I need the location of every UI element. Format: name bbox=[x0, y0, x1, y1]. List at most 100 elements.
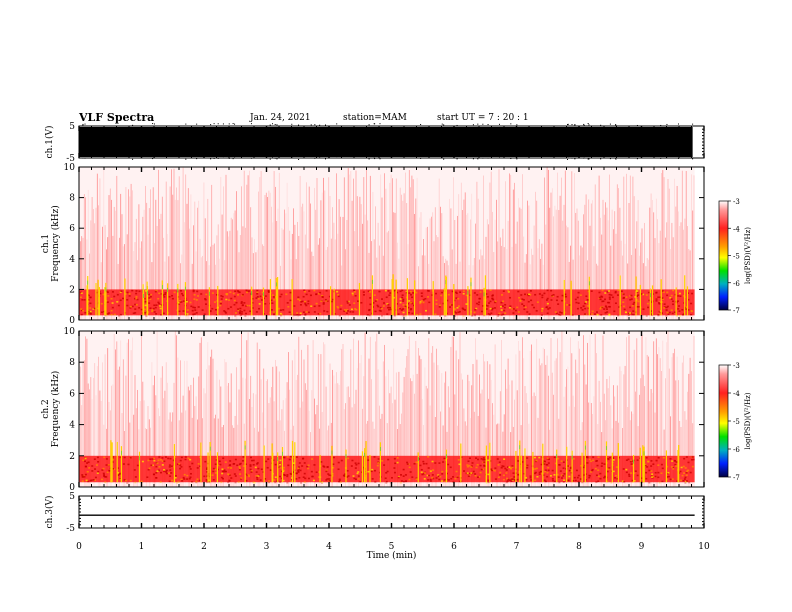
sferic-core bbox=[282, 451, 283, 456]
spectral-streak bbox=[551, 372, 553, 487]
sferic-core bbox=[372, 279, 373, 284]
band-cell bbox=[568, 304, 571, 306]
spectral-streak bbox=[689, 250, 691, 320]
spectral-streak bbox=[293, 208, 294, 320]
spectral-streak bbox=[407, 349, 409, 487]
band-cell bbox=[165, 471, 168, 473]
band-cell bbox=[545, 306, 548, 309]
ch1-spike bbox=[477, 123, 479, 125]
band-cell bbox=[388, 294, 391, 297]
sferic-core bbox=[209, 291, 210, 296]
spectral-streak bbox=[594, 184, 596, 320]
band-cell bbox=[493, 469, 496, 472]
band-cell bbox=[315, 471, 318, 474]
spectral-streak bbox=[605, 420, 606, 487]
band-cell bbox=[332, 463, 335, 466]
band-cell bbox=[677, 300, 680, 302]
band-cell bbox=[82, 459, 85, 462]
band-cell bbox=[224, 470, 227, 473]
sferic-burst bbox=[651, 285, 654, 316]
spectral-streak bbox=[346, 220, 348, 320]
band-cell bbox=[587, 290, 590, 293]
spectral-streak bbox=[104, 225, 106, 320]
ch1-spike bbox=[472, 158, 474, 160]
spectral-streak bbox=[325, 386, 327, 487]
spectral-streak bbox=[111, 199, 112, 320]
spectral-streak bbox=[384, 173, 385, 320]
band-cell bbox=[402, 311, 405, 314]
spectral-streak bbox=[275, 186, 276, 320]
spectral-streak bbox=[315, 209, 317, 320]
spectral-streak bbox=[424, 255, 426, 320]
band-cell bbox=[179, 459, 182, 462]
band-cell bbox=[538, 456, 541, 459]
spectral-streak bbox=[81, 236, 83, 320]
band-cell bbox=[494, 467, 497, 469]
band-cell bbox=[630, 298, 633, 300]
spectral-streak bbox=[317, 244, 319, 320]
band-cell bbox=[650, 310, 653, 312]
band-cell bbox=[158, 466, 161, 468]
spectral-streak bbox=[286, 182, 288, 320]
spectral-streak bbox=[553, 394, 554, 487]
spectral-streak bbox=[492, 403, 493, 487]
spectral-streak bbox=[460, 373, 462, 487]
band-cell bbox=[352, 475, 355, 477]
band-cell bbox=[301, 457, 304, 460]
sferic-burst bbox=[619, 275, 621, 316]
spectral-streak bbox=[202, 255, 203, 320]
band-cell bbox=[237, 481, 240, 483]
spectral-streak bbox=[289, 230, 291, 320]
spectral-streak bbox=[467, 374, 469, 487]
band-cell bbox=[303, 289, 306, 292]
spectral-streak bbox=[650, 389, 652, 487]
band-cell bbox=[220, 476, 223, 479]
band-cell bbox=[193, 306, 196, 309]
band-cell bbox=[420, 468, 423, 471]
spectral-streak bbox=[85, 336, 86, 487]
band-cell bbox=[669, 478, 672, 481]
spectral-streak bbox=[139, 401, 141, 487]
band-cell bbox=[431, 460, 434, 463]
spectral-streak bbox=[216, 370, 218, 487]
band-cell bbox=[454, 308, 457, 310]
spectral-streak bbox=[614, 396, 616, 487]
spectral-streak bbox=[302, 203, 304, 320]
band-cell bbox=[604, 298, 607, 301]
band-cell bbox=[251, 297, 254, 300]
band-cell bbox=[627, 314, 630, 316]
band-cell bbox=[547, 458, 550, 461]
spectral-streak bbox=[226, 385, 228, 487]
band-cell bbox=[519, 299, 522, 302]
band-cell bbox=[393, 467, 396, 469]
band-cell bbox=[546, 457, 549, 460]
band-cell bbox=[541, 307, 544, 310]
spectral-streak bbox=[93, 377, 94, 487]
spectral-streak bbox=[342, 343, 344, 487]
band-cell bbox=[315, 302, 318, 305]
band-cell bbox=[458, 463, 461, 466]
band-cell bbox=[279, 459, 282, 462]
spectral-streak bbox=[408, 170, 410, 320]
band-cell bbox=[632, 310, 635, 312]
band-cell bbox=[318, 292, 321, 295]
sferic-burst bbox=[105, 282, 107, 316]
y-tick-label: 5 bbox=[69, 492, 75, 502]
spectral-streak bbox=[125, 375, 127, 487]
spectral-streak bbox=[333, 375, 335, 487]
spectral-streak bbox=[691, 174, 692, 320]
band-cell bbox=[189, 468, 192, 470]
spectral-streak bbox=[666, 222, 668, 320]
band-cell bbox=[191, 462, 194, 465]
sferic-burst bbox=[358, 282, 361, 316]
spectral-streak bbox=[499, 237, 501, 320]
band-cell bbox=[182, 310, 185, 312]
band-cell bbox=[167, 457, 170, 460]
band-cell bbox=[259, 479, 262, 481]
band-cell bbox=[282, 468, 285, 471]
spectral-streak bbox=[390, 386, 392, 487]
spectral-streak bbox=[195, 251, 197, 320]
band-cell bbox=[249, 465, 252, 468]
band-cell bbox=[369, 291, 372, 293]
band-cell bbox=[489, 307, 492, 310]
